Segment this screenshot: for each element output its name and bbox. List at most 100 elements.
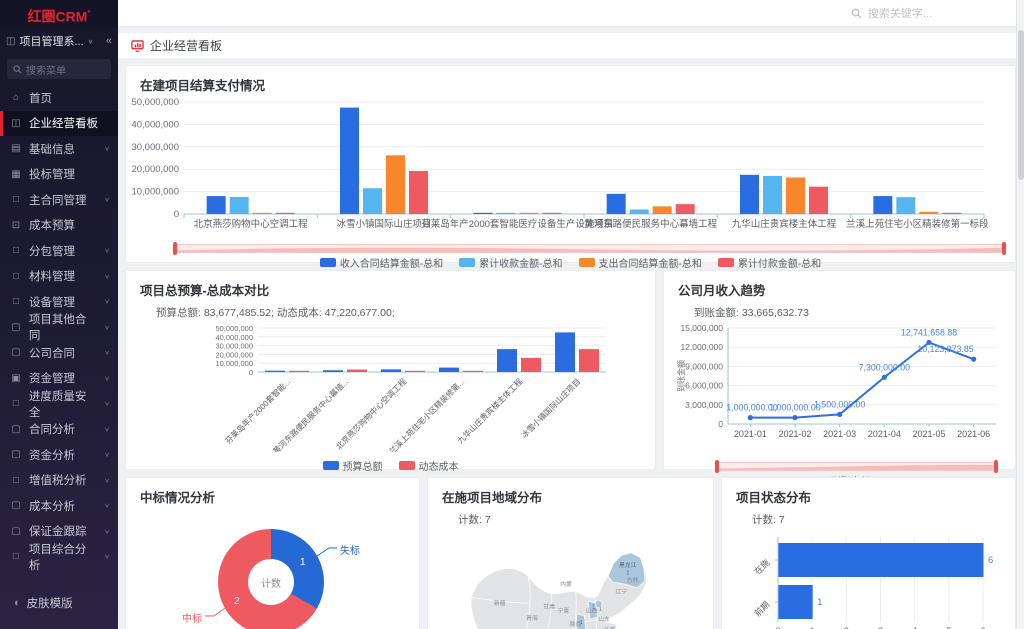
svg-text:2021-05: 2021-05 [912, 429, 945, 439]
panel-title: 项目总预算-总成本对比 [140, 284, 270, 298]
svg-text:内蒙: 内蒙 [560, 580, 572, 588]
sidebar-item-4[interactable]: □ 主合同管理 ∨ [0, 187, 118, 213]
legend-item[interactable]: 支出合同结算金额-总和 [578, 255, 702, 270]
scrollbar-thumb[interactable] [1018, 30, 1024, 180]
skin-template-label: 皮肤模版 [26, 598, 73, 610]
svg-text:吉林: 吉林 [627, 576, 639, 584]
datazoom-handle-right[interactable] [994, 460, 998, 473]
app-logo: 红圈CRM° [0, 0, 118, 28]
sidebar-item-3[interactable]: ▦ 投标管理 [0, 162, 118, 188]
svg-text:2021-03: 2021-03 [823, 429, 856, 439]
sidebar-item-14[interactable]: ▢ 资金分析 ∨ [0, 442, 118, 468]
header-search-input[interactable]: 搜索关键字... [851, 5, 932, 21]
svg-text:5: 5 [946, 626, 951, 629]
sidebar-item-13[interactable]: ▢ 合同分析 ∨ [0, 417, 118, 443]
sidebar: 红圈CRM° ◫ 项目管理系... ∨ « 搜索菜单 ⌂ 首页 ◫ 企业经营看板 ▤ 基础… [0, 0, 118, 629]
donut-label-lost[interactable]: 失标 [340, 546, 360, 557]
panel-monthly-income: 公司月收入趋势 到账金额: 33,665,632.73 0 3,000,000 6,… [663, 270, 1016, 488]
legend-item[interactable]: 收入合同结算金额-总和 [319, 255, 443, 270]
svg-text:3,000,000: 3,000,000 [685, 400, 723, 410]
sidebar-item-label: 材料管理 [29, 271, 75, 284]
chevron-down-icon: ∨ [104, 476, 110, 484]
sidebar-item-label: 合同分析 [29, 424, 75, 437]
main-area: 搜索关键字... 企业经营看板 在建项目结算支付情况 0 10,000,000 20… [118, 0, 1024, 629]
doc-icon: ▢ [11, 500, 21, 512]
chevron-down-icon: ∨ [104, 527, 110, 535]
sidebar-item-2[interactable]: ▤ 基础信息 ∨ [0, 136, 118, 162]
sidebar-menu: ⌂ 首页 ◫ 企业经营看板 ▤ 基础信息 ∨ ▦ 投标管理 □ 主合同管理 ∨ ⊡ 成本预算 □ 分包管理 ∨ □… [0, 85, 118, 572]
sidebar-item-0[interactable]: ⌂ 首页 [0, 85, 118, 111]
middle-row: 项目总预算-总成本对比 预算总额: 83,677,485.52; 动态成本: 4… [125, 270, 1016, 488]
doc-icon: ▢ [11, 423, 21, 435]
legend-item[interactable]: 动态成本 [398, 458, 459, 473]
sidebar-item-17[interactable]: ▢ 保证金跟踪 ∨ [0, 519, 118, 545]
svg-text:江苏: 江苏 [604, 625, 616, 629]
sidebar-item-11[interactable]: ▣ 资金管理 ∨ [0, 366, 118, 392]
page-scrollbar[interactable] [1016, 0, 1024, 629]
datazoom-wave [717, 464, 996, 470]
svg-text:兰溪上苑住宅小区精装修第一标段: 兰溪上苑住宅小区精装修第一标段 [846, 218, 989, 230]
svg-text:6,000,000: 6,000,000 [685, 381, 723, 391]
chevron-down-icon: ∨ [104, 553, 110, 561]
sidebar-item-10[interactable]: ▢ 公司合同 ∨ [0, 340, 118, 366]
doc-icon: ▢ [11, 449, 21, 461]
sidebar-item-18[interactable]: □ 项目综合分析 ∨ [0, 544, 118, 572]
sidebar-item-1[interactable]: ◫ 企业经营看板 [0, 110, 118, 136]
income-line-chart: 0 3,000,000 6,000,000 9,000,000 12,000,000 15… [676, 323, 996, 439]
sidebar-item-9[interactable]: ▢ 项目其他合同 ∨ [0, 314, 118, 342]
chevron-down-icon: ∨ [104, 425, 110, 433]
svg-text:黄河东路便民服务中心幕墙工程: 黄河东路便民服务中心幕墙工程 [584, 218, 718, 230]
folder-icon: □ [12, 398, 19, 410]
bid-icon: ▦ [11, 168, 21, 180]
doc-icon: ▢ [11, 347, 21, 359]
settlement-bar-chart: 0 10,000,000 20,000,000 30,000,000 40,000,00… [131, 97, 989, 230]
workspace-selector[interactable]: ◫ 项目管理系... ∨ « [0, 28, 118, 54]
svg-text:1: 1 [626, 571, 629, 577]
legend-item[interactable]: 预算总额 [322, 458, 383, 473]
sidebar-item-12[interactable]: □ 进度质量安全 ∨ [0, 391, 118, 419]
legend-swatch [319, 258, 336, 267]
sidebar-item-8[interactable]: □ 设备管理 ∨ [0, 289, 118, 315]
skin-template-button[interactable]: ◐ 皮肤模版 [0, 595, 118, 611]
sidebar-collapse-icon[interactable]: « [105, 35, 112, 47]
svg-text:10,000,000: 10,000,000 [215, 359, 253, 368]
sidebar-item-16[interactable]: ▢ 成本分析 ∨ [0, 493, 118, 519]
region-count: 计数: 7 [458, 514, 491, 526]
datazoom-handle-left[interactable] [173, 242, 177, 255]
sidebar-search-placeholder: 搜索菜单 [26, 65, 66, 77]
legend-item[interactable]: 累计付款金额-总和 [717, 255, 821, 270]
chevron-down-icon: ∨ [87, 37, 94, 45]
donut-label-won[interactable]: 中标 [182, 614, 202, 625]
sidebar-item-label: 分包管理 [29, 245, 75, 258]
legend-item[interactable]: 累计收款金额-总和 [459, 255, 563, 270]
svg-text:辽宁: 辽宁 [615, 588, 627, 596]
svg-text:九华山庄贵宾楼主体工程: 九华山庄贵宾楼主体工程 [455, 376, 524, 445]
china-map[interactable]: 新疆西藏青海甘肃内蒙宁夏陕西山西黑龙江吉林辽宁山东河南江苏安徽上海四川重庆湖北浙… [456, 529, 684, 629]
sidebar-item-15[interactable]: □ 增值税分析 ∨ [0, 468, 118, 494]
folder-icon: □ [12, 270, 20, 282]
chevron-down-icon: ∨ [104, 451, 110, 459]
svg-text:10,000,000: 10,000,000 [131, 187, 179, 198]
panel-title: 项目状态分布 [736, 491, 812, 505]
datazoom-slider[interactable] [173, 242, 1006, 255]
tab-enterprise-dashboard[interactable]: 企业经营看板 [150, 39, 223, 53]
sidebar-item-6[interactable]: □ 分包管理 ∨ [0, 238, 118, 264]
panel-region-distribution: 在施项目地域分布 计数: 7 新疆西藏青海甘肃内蒙宁夏陕西山西黑龙江吉林辽宁山东… [427, 477, 714, 629]
svg-text:2021-01: 2021-01 [734, 429, 767, 439]
sidebar-search-input[interactable]: 搜索菜单 [7, 59, 111, 79]
sidebar-item-5[interactable]: ⊡ 成本预算 [0, 213, 118, 239]
datazoom-handle-left[interactable] [715, 460, 719, 473]
sidebar-item-7[interactable]: □ 材料管理 ∨ [0, 264, 118, 290]
svg-text:40,000,000: 40,000,000 [131, 119, 179, 130]
datazoom-handle-right[interactable] [1002, 242, 1006, 255]
svg-text:冰雪小镇国际山庄项目: 冰雪小镇国际山庄项目 [519, 376, 583, 440]
settlement-legend: 收入合同结算金额-总和 累计收款金额-总和 支出合同结算金额-总和 累计付款金额-总和 [126, 255, 1015, 270]
sidebar-item-label: 首页 [29, 92, 52, 105]
datazoom-slider[interactable] [715, 460, 998, 473]
contract-icon: □ [12, 194, 20, 206]
chevron-down-icon: ∨ [104, 298, 110, 306]
donut-center-label: 计数 [248, 559, 294, 605]
svg-text:1: 1 [592, 605, 595, 611]
svg-text:2021-06: 2021-06 [957, 429, 990, 439]
